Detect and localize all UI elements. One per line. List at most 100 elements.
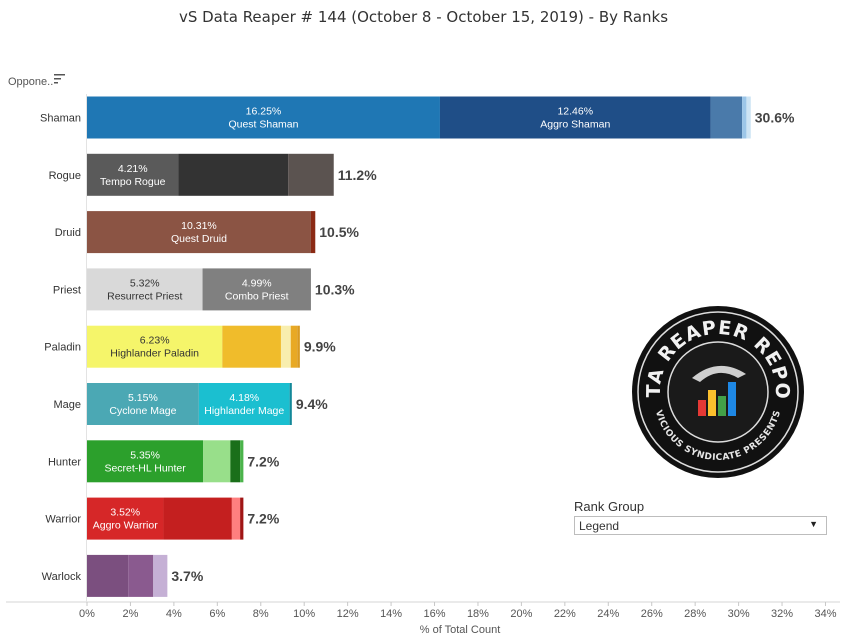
bar-segment <box>202 268 311 311</box>
row-label-warlock: Warlock <box>42 571 82 583</box>
row-label-rogue: Rogue <box>49 170 81 182</box>
segment-percent-label: 6.23% <box>140 335 170 347</box>
bar-segment <box>87 268 203 311</box>
bar-segment <box>222 325 281 368</box>
segment-percent-label: 4.21% <box>118 163 148 175</box>
x-tick-label: 14% <box>380 608 402 620</box>
x-tick-label: 16% <box>424 608 446 620</box>
x-tick-label: 2% <box>122 608 138 620</box>
bar-segment <box>289 383 292 425</box>
segment-percent-label: 5.32% <box>130 277 160 289</box>
row-label-hunter: Hunter <box>48 456 81 468</box>
bar-segment <box>163 497 232 540</box>
segment-deck-label: Aggro Shaman <box>540 119 610 131</box>
bar-total-label: 3.7% <box>171 568 203 584</box>
rank-group-dropdown-value: Legend <box>579 519 620 533</box>
row-label-paladin: Paladin <box>44 342 81 354</box>
segment-deck-label: Highlander Paladin <box>110 348 199 360</box>
x-tick-label: 12% <box>337 608 359 620</box>
x-tick-label: 24% <box>597 608 619 620</box>
bar-total-label: 9.9% <box>304 339 336 355</box>
x-tick-label: 8% <box>253 608 269 620</box>
segment-percent-label: 10.31% <box>181 220 217 232</box>
bar-segment <box>153 554 168 597</box>
logo-bar-icon <box>692 365 746 416</box>
row-label-mage: Mage <box>53 399 81 411</box>
opponent-column-header[interactable]: Oppone.. <box>8 76 54 88</box>
x-tick-label: 18% <box>467 608 489 620</box>
segment-percent-label: 3.52% <box>110 507 140 519</box>
bar-segment <box>230 440 241 483</box>
segment-deck-label: Secret-HL Hunter <box>104 462 186 474</box>
dropdown-arrow-icon: ▼ <box>809 519 818 529</box>
x-tick-label: 10% <box>293 608 315 620</box>
legend-title: Rank Group <box>574 499 645 514</box>
row-label-shaman: Shaman <box>40 113 81 125</box>
chart-title: vS Data Reaper # 144 (October 8 - Octobe… <box>178 8 669 26</box>
bar-segment <box>290 325 298 368</box>
bar-segment <box>280 325 291 368</box>
x-axis-label: % of Total Count <box>420 624 501 636</box>
bar-segment <box>203 440 231 483</box>
bar-segment <box>87 383 199 425</box>
x-tick-label: 6% <box>209 608 225 620</box>
bar-segment <box>439 96 711 139</box>
bar-segment <box>87 211 311 254</box>
bar-segment <box>128 554 154 597</box>
segment-deck-label: Quest Shaman <box>228 119 298 131</box>
segment-percent-label: 5.35% <box>130 449 160 461</box>
segment-percent-label: 4.18% <box>229 392 259 404</box>
x-tick-label: 22% <box>554 608 576 620</box>
bar-segment <box>288 153 334 196</box>
row-label-priest: Priest <box>53 284 81 296</box>
bar-segment <box>87 96 440 139</box>
x-tick-label: 26% <box>641 608 663 620</box>
segment-percent-label: 5.15% <box>128 392 158 404</box>
bar-segment <box>87 325 223 368</box>
bar-total-label: 7.2% <box>247 511 279 527</box>
bar-segment <box>742 96 747 139</box>
x-tick-label: 30% <box>728 608 750 620</box>
bar-segment <box>240 440 244 483</box>
bar-segment <box>87 554 129 597</box>
data-reaper-logo: DATA REAPER REPORT VICIOUS SYNDICATE PRE… <box>630 304 804 478</box>
segment-deck-label: Quest Druid <box>171 233 227 245</box>
segment-deck-label: Aggro Warrior <box>93 520 158 532</box>
segment-percent-label: 16.25% <box>246 106 282 118</box>
segment-percent-label: 12.46% <box>557 106 593 118</box>
bar-total-label: 7.2% <box>247 453 279 469</box>
bar-total-label: 30.6% <box>755 110 795 126</box>
bar-segment <box>178 153 289 196</box>
row-label-druid: Druid <box>55 227 81 239</box>
bar-segment <box>198 383 290 425</box>
bar-segment <box>87 440 204 483</box>
bar-total-label: 10.3% <box>315 281 355 297</box>
bar-segment <box>87 497 164 540</box>
bar-segment <box>231 497 241 540</box>
x-tick-label: 28% <box>684 608 706 620</box>
bar-total-label: 9.4% <box>296 396 328 412</box>
rank-group-dropdown[interactable]: Legend ▼ <box>574 516 827 535</box>
bar-total-label: 11.2% <box>338 167 377 183</box>
segment-deck-label: Resurrect Priest <box>107 290 182 302</box>
x-tick-label: 0% <box>79 608 95 620</box>
x-tick-label: 32% <box>771 608 793 620</box>
bar-segment <box>297 325 300 368</box>
segment-deck-label: Combo Priest <box>225 290 289 302</box>
x-tick-label: 34% <box>814 608 836 620</box>
sort-icon[interactable] <box>54 73 66 84</box>
segment-deck-label: Cyclone Mage <box>109 405 176 417</box>
bar-segment <box>710 96 743 139</box>
segment-deck-label: Tempo Rogue <box>100 176 166 188</box>
bar-segment <box>87 153 179 196</box>
bar-segment <box>310 211 316 254</box>
x-tick-label: 20% <box>510 608 532 620</box>
x-tick-label: 4% <box>166 608 182 620</box>
segment-deck-label: Highlander Mage <box>204 405 284 417</box>
segment-percent-label: 4.99% <box>242 277 272 289</box>
bar-segment <box>240 497 244 540</box>
row-label-warrior: Warrior <box>45 514 81 526</box>
bar-total-label: 10.5% <box>319 224 359 240</box>
bar-segment <box>746 96 751 139</box>
